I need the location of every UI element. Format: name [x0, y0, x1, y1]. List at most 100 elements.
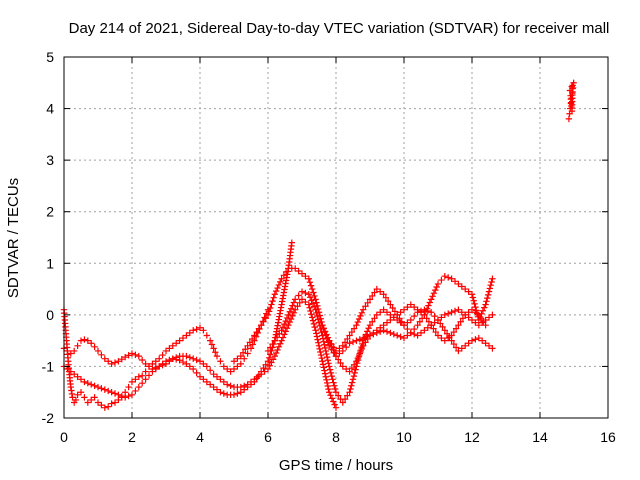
data-point: [329, 376, 336, 383]
data-point: [262, 361, 269, 368]
data-point: [414, 321, 421, 329]
data-point: [125, 352, 132, 359]
data-point: [230, 365, 238, 373]
data-point: [315, 319, 323, 326]
data-point: [465, 309, 472, 316]
data-point: [448, 332, 455, 339]
data-point: [380, 306, 387, 313]
data-point: [118, 356, 125, 363]
data-point: [279, 324, 287, 331]
data-point: [348, 328, 356, 336]
data-point: [210, 345, 217, 352]
data-point: [443, 330, 451, 337]
data-point: [485, 314, 493, 321]
data-point: [217, 358, 224, 365]
data-point: [128, 391, 136, 398]
data-point: [298, 288, 306, 295]
data-point: [348, 379, 356, 386]
data-point: [373, 285, 380, 293]
data-point: [353, 321, 360, 329]
y-tick-label: 2: [46, 204, 54, 220]
data-point: [346, 332, 353, 339]
data-point: [314, 302, 321, 310]
data-point: [152, 358, 159, 365]
data-point: [77, 376, 85, 383]
data-point: [362, 303, 369, 310]
data-point: [72, 396, 80, 404]
data-point: [105, 387, 112, 395]
data-point: [274, 284, 281, 292]
data-point: [314, 336, 321, 343]
data-point: [462, 285, 469, 293]
y-tick-label: -1: [42, 358, 55, 374]
data-point: [383, 328, 391, 335]
data-point: [448, 309, 455, 316]
data-point: [327, 392, 334, 399]
data-point: [339, 363, 346, 370]
data-point: [84, 379, 91, 387]
data-point: [247, 345, 255, 352]
data-point: [411, 303, 418, 311]
data-point: [311, 323, 318, 331]
data-point: [417, 329, 425, 337]
data-point: [313, 330, 320, 337]
data-point: [173, 340, 180, 347]
data-point: [331, 382, 338, 389]
data-point: [404, 332, 411, 339]
data-point: [482, 340, 489, 347]
data-point: [425, 318, 433, 325]
data-point: [302, 298, 309, 306]
data-point: [88, 340, 95, 347]
data-point: [486, 285, 494, 292]
data-point: [264, 358, 272, 365]
data-point: [317, 351, 325, 359]
data-point: [254, 373, 261, 380]
data-point: [77, 337, 85, 344]
data-point: [358, 309, 366, 316]
data-point: [319, 335, 327, 342]
data-point: [183, 360, 190, 368]
data-point: [317, 348, 324, 356]
data-point: [281, 331, 288, 338]
data-point: [350, 325, 358, 332]
data-point: [341, 339, 349, 346]
data-point: [98, 385, 105, 392]
data-point: [472, 309, 479, 316]
data-point: [81, 378, 88, 386]
data-point: [208, 341, 216, 348]
data-point: [328, 395, 336, 402]
data-point: [108, 360, 115, 368]
data-point: [400, 321, 408, 329]
data-point: [322, 373, 329, 380]
data-point: [156, 355, 163, 362]
data-point: [149, 368, 156, 375]
data-point: [272, 287, 280, 295]
data-point: [407, 329, 414, 337]
data-point: [309, 317, 317, 324]
data-point: [330, 398, 337, 405]
x-tick-label: 12: [464, 429, 480, 445]
data-point: [261, 368, 268, 375]
data-point: [169, 355, 176, 362]
data-point: [455, 347, 462, 355]
data-point: [91, 343, 98, 351]
data-point: [279, 334, 287, 341]
data-point: [470, 297, 477, 304]
data-point: [344, 335, 351, 343]
data-point: [311, 292, 318, 300]
data-point: [81, 394, 88, 401]
data-point: [325, 360, 332, 367]
data-point: [132, 376, 139, 383]
data-point: [489, 311, 496, 319]
data-point: [434, 316, 442, 324]
data-point: [307, 307, 314, 315]
data-point: [484, 291, 492, 299]
x-tick-label: 4: [196, 429, 204, 445]
data-point: [489, 345, 496, 352]
data-point: [308, 297, 315, 304]
data-point: [404, 319, 411, 326]
data-point: [278, 327, 285, 334]
data-point: [305, 275, 312, 282]
data-point: [438, 334, 445, 342]
data-point: [481, 304, 488, 311]
